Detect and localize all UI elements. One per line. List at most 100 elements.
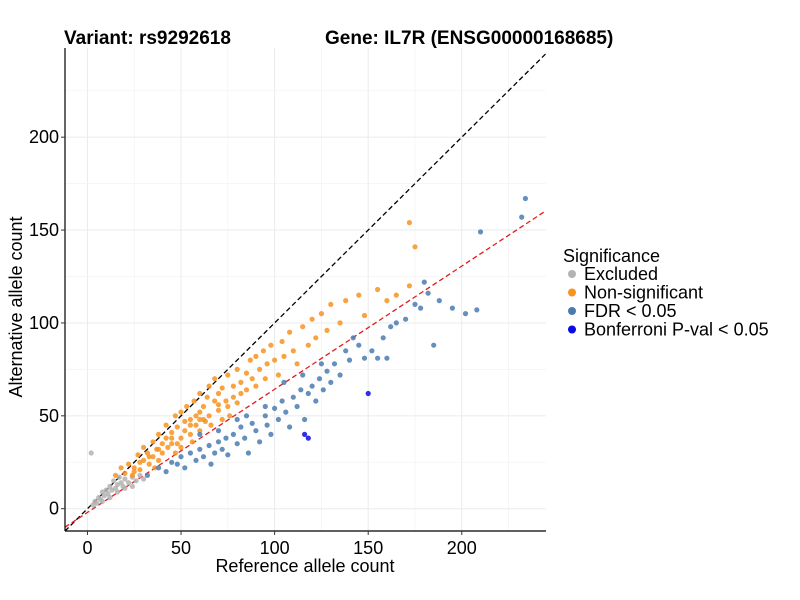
point-non-significant xyxy=(356,292,362,298)
point-fdr-0-05 xyxy=(324,368,330,374)
point-fdr-0-05 xyxy=(449,305,455,311)
legend-key xyxy=(568,307,576,315)
point-fdr-0-05 xyxy=(313,398,319,404)
point-non-significant xyxy=(187,422,193,428)
point-fdr-0-05 xyxy=(421,279,427,285)
point-non-significant xyxy=(313,335,319,341)
x-tick-label: 0 xyxy=(82,538,92,558)
point-non-significant xyxy=(122,470,128,476)
point-non-significant xyxy=(187,416,193,423)
point-fdr-0-05 xyxy=(361,355,368,361)
point-non-significant xyxy=(260,348,266,354)
point-fdr-0-05 xyxy=(380,335,386,341)
point-non-significant xyxy=(172,413,178,419)
point-bonferroni-p-val-0-05 xyxy=(302,431,308,437)
point-non-significant xyxy=(253,383,259,389)
point-non-significant xyxy=(328,301,334,307)
point-fdr-0-05 xyxy=(215,428,222,434)
point-non-significant xyxy=(294,361,300,367)
point-non-significant xyxy=(159,441,165,447)
point-non-significant xyxy=(337,320,343,326)
point-fdr-0-05 xyxy=(309,383,315,389)
point-non-significant xyxy=(300,324,306,330)
point-excluded xyxy=(133,478,139,484)
point-fdr-0-05 xyxy=(257,439,263,445)
point-non-significant xyxy=(204,394,210,400)
point-non-significant xyxy=(156,446,162,452)
point-non-significant xyxy=(178,409,184,415)
point-fdr-0-05 xyxy=(238,424,244,430)
point-non-significant xyxy=(253,353,259,359)
point-non-significant xyxy=(223,398,229,404)
gene-title: Gene: IL7R (ENSG00000168685) xyxy=(325,28,613,49)
point-non-significant xyxy=(118,465,124,471)
point-non-significant xyxy=(230,394,236,400)
point-fdr-0-05 xyxy=(369,348,375,354)
point-fdr-0-05 xyxy=(320,387,326,393)
point-non-significant xyxy=(272,357,278,363)
point-fdr-0-05 xyxy=(350,335,356,341)
point-fdr-0-05 xyxy=(187,450,193,456)
point-fdr-0-05 xyxy=(234,441,240,447)
point-non-significant xyxy=(215,390,222,397)
point-fdr-0-05 xyxy=(163,469,169,475)
point-non-significant xyxy=(174,441,180,447)
point-non-significant xyxy=(152,465,158,471)
point-fdr-0-05 xyxy=(337,372,343,378)
reference-lines xyxy=(64,53,547,532)
point-non-significant xyxy=(137,459,143,465)
point-fdr-0-05 xyxy=(262,413,268,419)
point-fdr-0-05 xyxy=(264,422,270,428)
point-excluded xyxy=(137,472,143,478)
point-fdr-0-05 xyxy=(328,379,334,385)
x-tick-label: 200 xyxy=(447,538,477,558)
point-fdr-0-05 xyxy=(436,298,442,304)
y-tick-label: 150 xyxy=(29,220,59,240)
point-non-significant xyxy=(187,431,193,437)
point-non-significant xyxy=(279,338,285,345)
point-fdr-0-05 xyxy=(356,342,362,348)
point-fdr-0-05 xyxy=(156,465,162,471)
grid xyxy=(65,48,546,531)
point-non-significant xyxy=(174,424,180,430)
point-bonferroni-p-val-0-05 xyxy=(305,435,311,441)
point-fdr-0-05 xyxy=(230,431,236,437)
point-fdr-0-05 xyxy=(393,320,399,326)
point-non-significant xyxy=(184,403,190,410)
point-non-significant xyxy=(225,372,231,378)
point-non-significant xyxy=(215,407,222,413)
point-excluded xyxy=(129,483,135,489)
point-non-significant xyxy=(178,444,184,450)
axes: 0 50 100 150 200 0 50 100 150 200 xyxy=(29,48,546,558)
point-non-significant xyxy=(219,416,225,423)
point-non-significant xyxy=(182,428,188,434)
y-axis-title: Alternative allele count xyxy=(6,216,26,397)
point-non-significant xyxy=(197,409,203,415)
legend-key xyxy=(568,288,576,297)
point-non-significant xyxy=(290,348,296,354)
point-fdr-0-05 xyxy=(305,390,311,397)
point-non-significant xyxy=(200,403,207,410)
point-fdr-0-05 xyxy=(208,461,214,467)
point-fdr-0-05 xyxy=(253,428,259,434)
point-non-significant xyxy=(247,357,253,363)
point-fdr-0-05 xyxy=(287,424,293,430)
point-non-significant xyxy=(243,370,250,376)
point-non-significant xyxy=(163,422,169,428)
point-non-significant xyxy=(182,418,188,424)
point-non-significant xyxy=(406,220,412,226)
point-fdr-0-05 xyxy=(283,409,289,415)
point-fdr-0-05 xyxy=(474,307,480,313)
point-non-significant xyxy=(156,431,162,437)
point-non-significant xyxy=(193,422,199,428)
point-non-significant xyxy=(234,366,240,372)
legend-label: Bonferroni P-val < 0.05 xyxy=(584,320,769,340)
point-non-significant xyxy=(169,435,175,441)
point-fdr-0-05 xyxy=(412,301,418,307)
point-non-significant xyxy=(150,454,156,460)
point-non-significant xyxy=(406,283,412,289)
point-non-significant xyxy=(206,383,212,389)
point-fdr-0-05 xyxy=(316,376,323,382)
point-non-significant xyxy=(197,416,203,423)
